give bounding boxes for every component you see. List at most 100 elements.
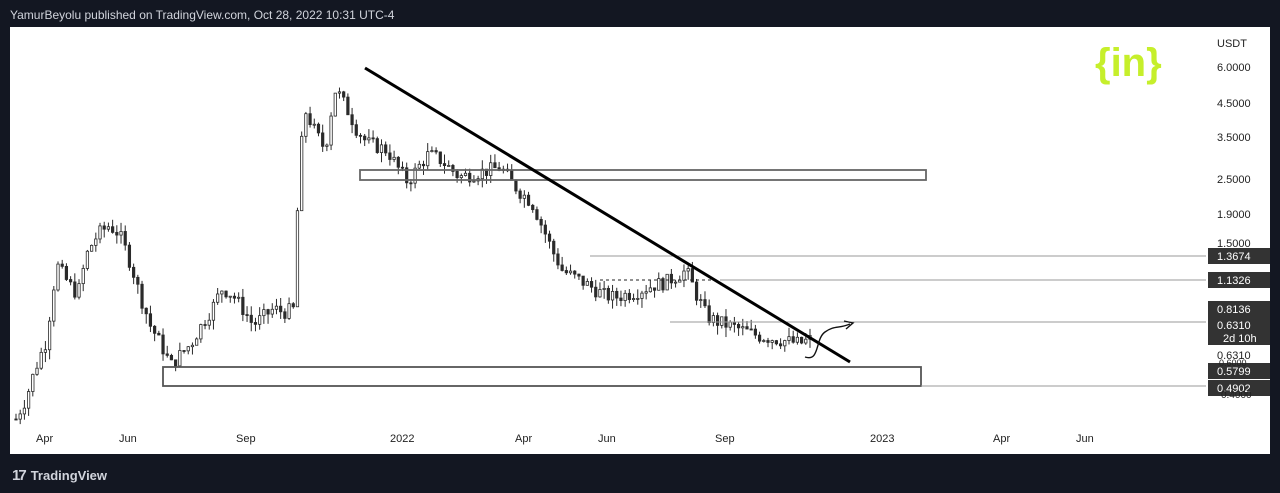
candle-body [757,334,762,342]
candle-body [262,309,266,317]
candle-body [283,311,287,319]
candle-body [48,320,52,351]
chart-panel[interactable]: {in} USDT 6.0000 4.5000 3.5000 2.5000 1.9000… [10,27,1270,454]
candle-body [421,163,426,167]
price-label: 0.5799 [1208,363,1270,379]
candle-body [371,137,375,140]
candle-body [85,250,90,269]
candle-body [77,283,81,298]
candle-body [253,322,258,325]
footer-brand[interactable]: 17 TradingView [12,467,107,484]
candle-body [791,336,795,343]
candle-body [111,226,115,233]
candle-body [619,297,623,301]
candle-body [31,373,35,392]
candle-body [396,156,400,168]
price-label: 1.3674 [1208,248,1270,264]
candle-body [207,319,211,326]
x-tick-label: Sep [715,433,735,445]
candle-body [543,224,547,235]
candle-body [182,350,186,352]
x-tick-label: Jun [1076,433,1094,445]
svg-text:0.8136: 0.8136 [1217,304,1251,316]
candle-body [329,115,333,146]
candle-body [35,367,39,375]
candle-body [363,135,367,141]
candle-body [115,231,119,236]
downtrend-line[interactable] [364,66,851,364]
candle-body [140,283,144,309]
candle-body [770,340,774,343]
candle-body [778,343,783,347]
candle-body [573,270,577,275]
candle-body [711,315,715,323]
candle-body [60,263,64,267]
candle-body [64,265,69,280]
candle-body [627,292,631,300]
candle-body [274,305,279,310]
candle-body [463,172,468,176]
x-tick-label: Jun [119,433,137,445]
candle-body [157,332,161,336]
candle-body [169,354,174,361]
candle-body [308,113,312,125]
candle-body [165,353,169,356]
candle-body [384,144,388,154]
candle-body [560,264,564,271]
y-axis-unit: USDT [1217,38,1247,50]
candle-body [762,340,766,342]
candle-body [153,325,157,334]
candle-body [640,292,644,299]
candle-body [287,303,291,319]
candle-body [514,179,518,192]
candle-body [312,123,316,126]
x-tick-label: Apr [515,433,532,445]
support-box [162,366,922,387]
candle-body [342,91,346,98]
candle-body [203,324,207,326]
price-label: 1.1326 [1208,272,1270,288]
candle-body [379,144,384,153]
candle-body [241,296,245,315]
candle-body [279,305,283,313]
candle-body [636,297,640,300]
candle-body [228,295,232,298]
candle-body [669,273,673,284]
candle-body [552,240,556,255]
candle-body [56,263,60,291]
candle-body [392,156,396,160]
candle-body [745,326,749,330]
candle-body [518,190,522,199]
candle-body [94,238,98,246]
candle-body [258,315,262,325]
candle-body [455,171,459,179]
price-chart[interactable]: {in} USDT 6.0000 4.5000 3.5000 2.5000 1.9000… [10,27,1270,454]
candle-body [795,336,799,343]
svg-text:0.4902: 0.4902 [1217,383,1251,395]
candle-body [644,291,648,294]
candle-body [568,270,573,274]
candle-body [90,244,94,252]
candle-body [337,91,342,94]
countdown-label: 2d 10h [1223,333,1257,345]
candle-body [522,194,526,199]
price-label: 0.6310 [1208,317,1270,333]
candle-body [510,170,514,181]
candle-body [195,338,199,346]
candles-layer [14,87,812,425]
candle-body [98,225,102,240]
candle-body [703,299,707,307]
candle-body [136,276,140,285]
candle-body [199,324,203,340]
candle-body [417,163,421,169]
candle-body [148,313,153,327]
candle-body [316,123,321,134]
candle-body [174,359,178,367]
partial-label-1: 0.6310 [1217,350,1251,362]
candle-body [304,113,308,137]
candle-body [291,303,295,308]
svg-text:1.1326: 1.1326 [1217,275,1251,287]
watermark-logo: {in} [1095,41,1162,85]
candle-body [610,291,615,301]
y-tick-label: 2.5000 [1217,174,1251,186]
